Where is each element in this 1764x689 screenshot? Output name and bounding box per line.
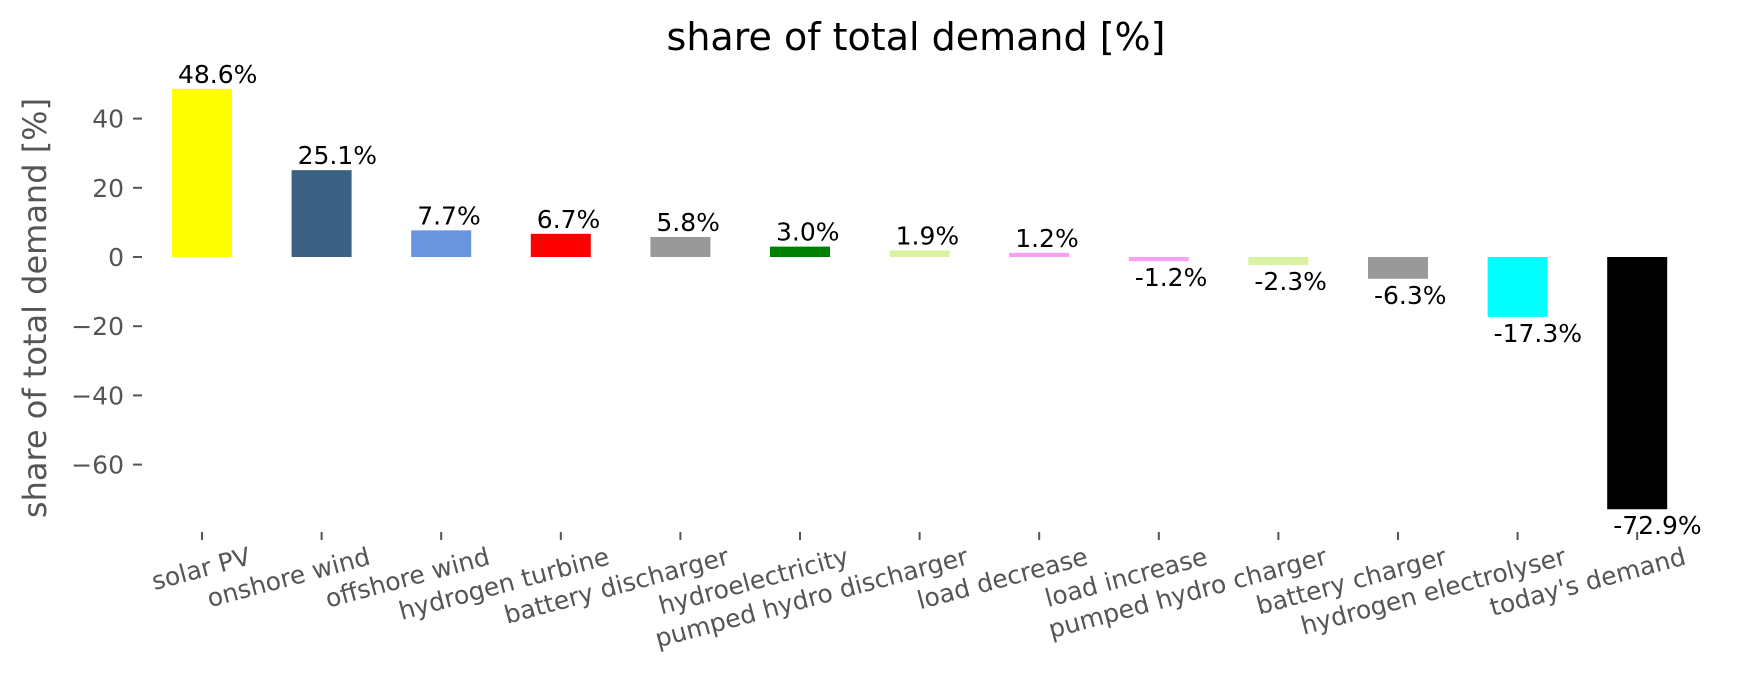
bar <box>291 170 352 257</box>
bar <box>1487 257 1548 317</box>
data-label: -72.9% <box>1613 511 1701 540</box>
bar <box>1009 252 1070 257</box>
data-label: 1.9% <box>896 221 960 250</box>
data-labels: 48.6% 25.1% 7.7% 6.7% 5.8% 3.0% 1.9% 1.2% -1.2% -… <box>178 60 1702 540</box>
chart-title: share of total demand [%] <box>667 15 1166 59</box>
bar <box>650 236 711 257</box>
bar <box>889 250 950 257</box>
y-tick-label: 40 <box>92 105 124 134</box>
data-label: -6.3% <box>1374 281 1447 310</box>
y-tick-label: −40 <box>71 381 124 410</box>
bars <box>172 88 1668 510</box>
y-axis-label: share of total demand [%] <box>16 98 54 518</box>
data-label: -2.3% <box>1254 267 1327 296</box>
bar <box>172 88 232 258</box>
y-tick-label: 0 <box>108 243 124 272</box>
data-label: 25.1% <box>298 141 377 170</box>
y-tick-label: −20 <box>71 312 124 341</box>
bar <box>1248 257 1309 265</box>
bar <box>1607 257 1668 510</box>
bar <box>770 246 830 257</box>
data-label: 48.6% <box>178 60 257 89</box>
data-label: 3.0% <box>776 218 840 247</box>
data-label: -17.3% <box>1494 319 1582 348</box>
y-axis: 40 20 0 −20 −40 −60 <box>71 105 142 480</box>
y-tick-label: −60 <box>71 451 124 480</box>
data-label: 5.8% <box>656 208 720 237</box>
data-label: 6.7% <box>537 205 601 234</box>
data-label: 7.7% <box>417 201 481 230</box>
bar <box>1368 257 1428 279</box>
data-label: -1.2% <box>1135 263 1208 292</box>
data-label: 1.2% <box>1015 224 1079 253</box>
bar <box>411 230 472 257</box>
bar <box>1128 257 1189 262</box>
y-tick-label: 20 <box>92 174 124 203</box>
bar <box>530 233 591 257</box>
